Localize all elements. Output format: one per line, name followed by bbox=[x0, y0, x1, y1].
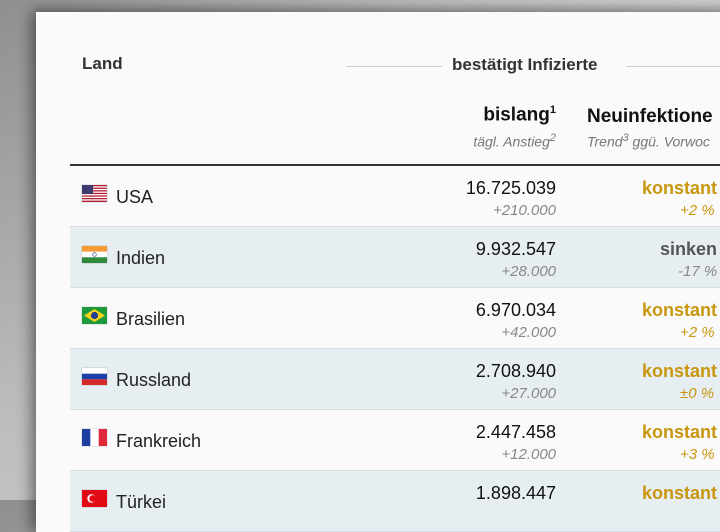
country-name: USA bbox=[116, 187, 154, 207]
country-name: Indien bbox=[116, 248, 166, 268]
country-name: Frankreich bbox=[116, 431, 202, 451]
table-row: USA 16.725.039 +210.000 konstant +2 % bbox=[70, 166, 720, 227]
daily-rise: +42.000 bbox=[501, 324, 556, 341]
group-header-line-left bbox=[346, 66, 442, 67]
table-row: Türkei 1.898.447 konstant bbox=[70, 471, 720, 532]
week-change: ±0 % bbox=[680, 385, 715, 402]
daily-rise: +12.000 bbox=[501, 446, 556, 463]
table-row: Russland 2.708.940 +27.000 konstant ±0 % bbox=[70, 349, 720, 410]
country-name: Russland bbox=[116, 370, 192, 390]
total-cases: 2.447.458 bbox=[475, 422, 556, 442]
group-header-line-right bbox=[626, 66, 720, 67]
column-subheader-week-label: ggü. Vorwoc bbox=[628, 133, 710, 150]
column-subheader-daily-rise-label: tägl. Anstieg bbox=[473, 133, 550, 150]
table-row: Brasilien 6.970.034 +42.000 konstant +2 … bbox=[70, 288, 720, 349]
total-cases: 1.898.447 bbox=[475, 483, 556, 503]
column-header-new-infections: Neuinfektione bbox=[587, 106, 713, 127]
trend-label: konstant bbox=[642, 178, 718, 198]
trend-label: konstant bbox=[642, 300, 718, 320]
footnote-1: 1 bbox=[549, 104, 556, 116]
total-cases: 6.970.034 bbox=[475, 300, 556, 320]
trend-label: konstant bbox=[642, 361, 718, 381]
turkey-flag-icon bbox=[82, 490, 107, 507]
daily-rise: +210.000 bbox=[493, 202, 556, 219]
daily-rise: +28.000 bbox=[501, 263, 556, 280]
column-subheader-trend-label: Trend bbox=[587, 133, 623, 150]
country-name: Türkei bbox=[116, 492, 167, 512]
total-cases: 2.708.940 bbox=[475, 361, 556, 381]
trend-label: sinken bbox=[660, 239, 718, 259]
footnote-2: 2 bbox=[549, 132, 556, 144]
week-change: +3 % bbox=[680, 446, 715, 463]
table-row: Frankreich 2.447.458 +12.000 konstant +3… bbox=[70, 410, 720, 471]
column-header-total-label: bislang bbox=[483, 104, 550, 126]
total-cases: 16.725.039 bbox=[465, 178, 556, 198]
header-divider bbox=[70, 164, 720, 166]
column-subheader-trend: Trend3 ggü. Vorwoc bbox=[587, 132, 710, 150]
trend-label: konstant bbox=[642, 422, 718, 442]
daily-rise: +27.000 bbox=[501, 385, 556, 402]
russia-flag-icon bbox=[82, 368, 107, 385]
group-header-confirmed: bestätigt Infizierte bbox=[452, 55, 598, 74]
column-header-total: bislang1 bbox=[483, 104, 556, 126]
column-header-land: Land bbox=[82, 54, 123, 73]
brazil-flag-icon bbox=[82, 307, 107, 324]
india-flag-icon bbox=[82, 246, 107, 263]
column-subheader-daily-rise: tägl. Anstieg2 bbox=[473, 132, 556, 150]
week-change: +2 % bbox=[680, 324, 715, 341]
france-flag-icon bbox=[82, 429, 107, 446]
week-change: +2 % bbox=[680, 202, 715, 219]
us-flag-icon bbox=[82, 185, 107, 202]
footnote-3: 3 bbox=[622, 132, 629, 144]
country-name: Brasilien bbox=[116, 309, 186, 329]
week-change: -17 % bbox=[678, 263, 718, 280]
table-row: Indien 9.932.547 +28.000 sinken -17 % bbox=[70, 227, 720, 288]
total-cases: 9.932.547 bbox=[475, 239, 556, 259]
data-table-card: Land bestätigt Infizierte bislang1 tägl.… bbox=[36, 12, 720, 532]
trend-label: konstant bbox=[642, 483, 718, 503]
